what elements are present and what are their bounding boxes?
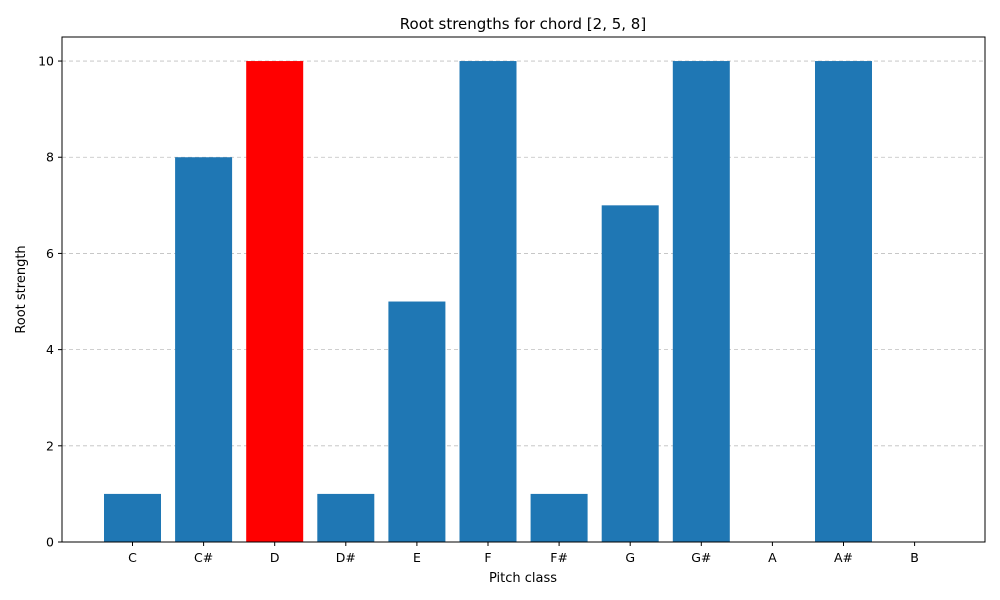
x-tick-label: F <box>484 550 491 565</box>
x-tick-label: D <box>270 550 280 565</box>
x-tick-label: C# <box>194 550 213 565</box>
x-tick-label: G <box>625 550 635 565</box>
y-axis-label: Root strength <box>14 245 29 333</box>
x-tick-label: F# <box>550 550 568 565</box>
bar-f-sharp <box>530 493 588 542</box>
bar-d <box>246 61 304 543</box>
x-tick-label: G# <box>691 550 711 565</box>
x-tick-label: C <box>128 550 137 565</box>
x-tick-label: E <box>413 550 421 565</box>
x-tick-label: B <box>910 550 919 565</box>
y-tick-label: 10 <box>38 54 54 69</box>
bar-f <box>459 61 517 543</box>
y-tick-label: 2 <box>46 438 54 453</box>
x-axis-ticks: C C# D D# E F F# G G# A A# B <box>128 542 919 565</box>
x-tick-label: A <box>768 550 777 565</box>
bar-e <box>388 301 446 542</box>
x-tick-label: A# <box>834 550 853 565</box>
bar-g-sharp <box>672 61 730 543</box>
y-tick-label: 4 <box>46 342 54 357</box>
y-tick-label: 0 <box>46 535 54 550</box>
bar-a-sharp <box>815 61 872 543</box>
bar-g <box>601 205 659 543</box>
plot-frame <box>61 36 986 543</box>
bar-c <box>104 493 161 542</box>
x-axis-label: Pitch class <box>489 571 557 586</box>
chart-title: Root strengths for chord [2, 5, 8] <box>400 15 646 33</box>
y-tick-label: 6 <box>46 246 54 261</box>
y-tick-label: 8 <box>46 150 54 165</box>
y-axis-ticks: 0 2 4 6 8 10 <box>38 54 62 550</box>
x-tick-label: D# <box>336 550 356 565</box>
bar-d-sharp <box>317 493 375 542</box>
bars <box>104 61 872 543</box>
bar-c-sharp <box>175 157 233 542</box>
